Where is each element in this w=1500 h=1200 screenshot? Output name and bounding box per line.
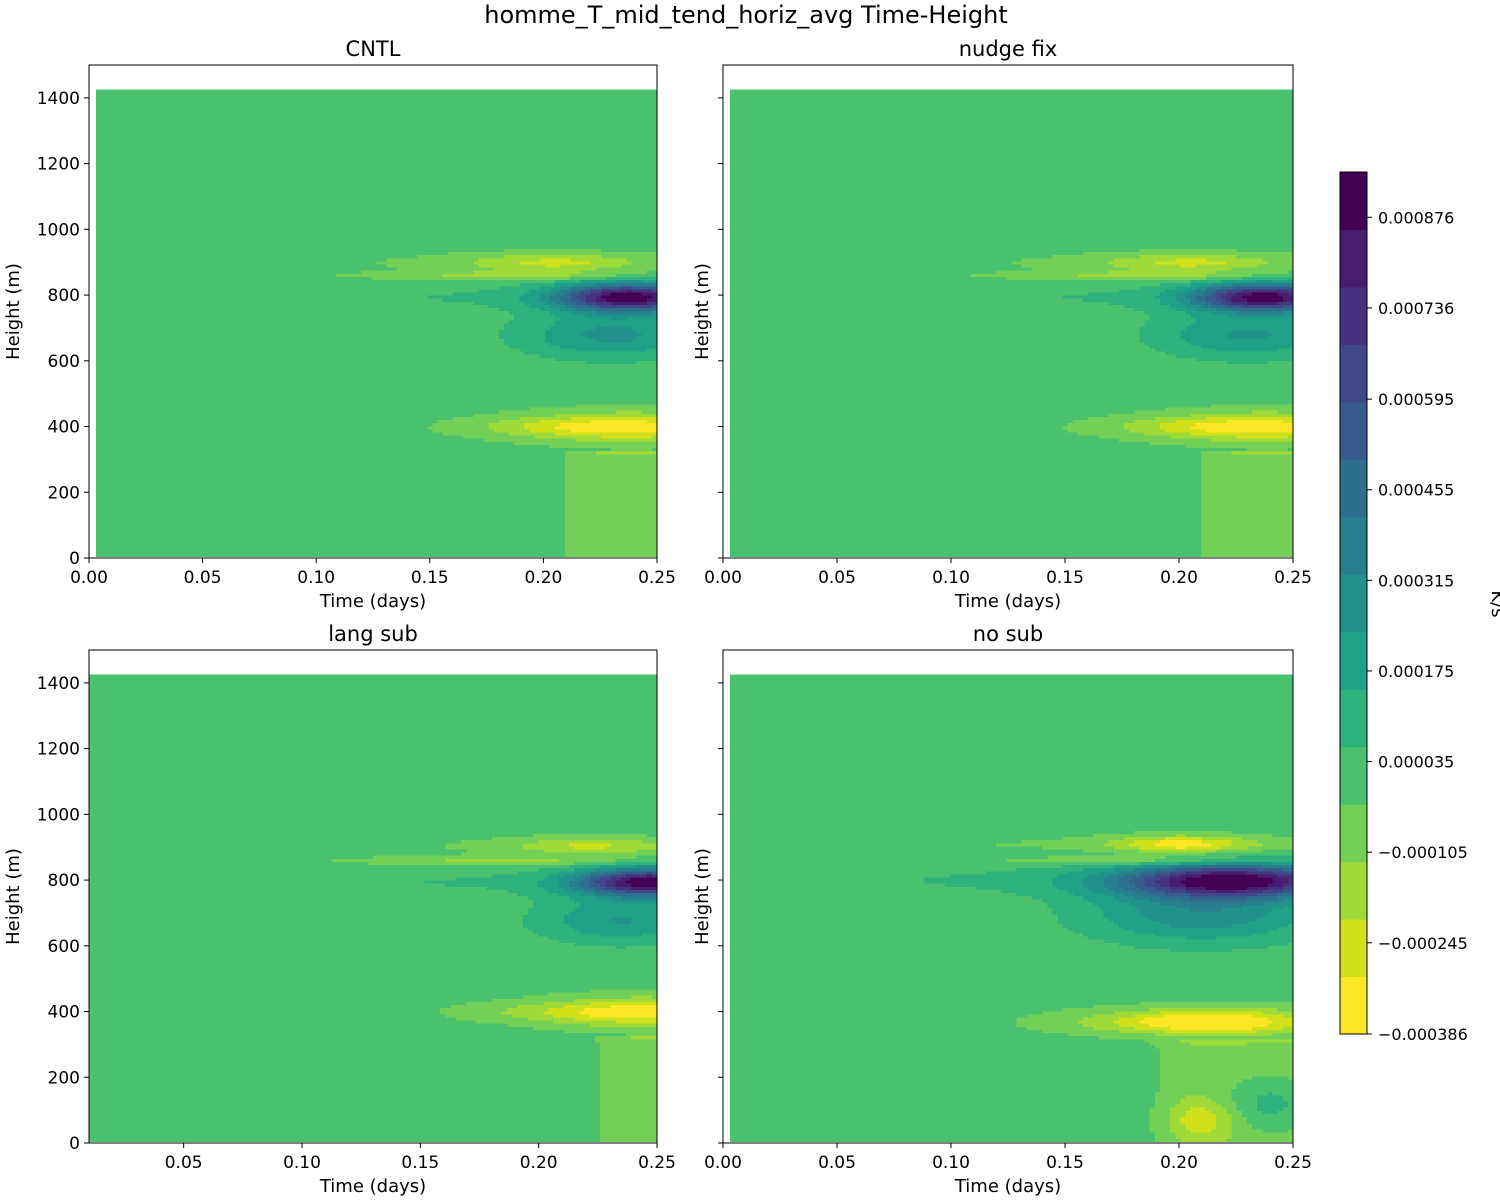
- heatmap-cell: [152, 90, 158, 94]
- heatmap-cell: [96, 90, 102, 94]
- heatmap-cell: [172, 90, 178, 94]
- heatmap-cell: [162, 90, 168, 94]
- heatmap-cell: [137, 90, 143, 94]
- heatmap-cell: [142, 90, 148, 94]
- heatmap-field: [96, 90, 658, 557]
- heatmap-cell: [126, 90, 132, 94]
- heatmap-cell: [167, 90, 173, 94]
- heatmap-cell: [177, 90, 183, 94]
- heatmap-cell: [111, 90, 117, 94]
- heatmap-cell: [198, 90, 204, 94]
- heatmap-cell: [106, 90, 112, 94]
- heatmap-cell: [203, 90, 209, 94]
- heatmap-cell: [132, 90, 138, 94]
- figure-title: homme_T_mid_tend_horiz_avg Time-Height: [484, 1, 1008, 29]
- heatmap-cell: [188, 90, 194, 94]
- heatmap-cell: [147, 90, 153, 94]
- heatmap-cell: [101, 90, 107, 94]
- heatmap-cell: [193, 90, 199, 94]
- heatmap-cell: [157, 90, 163, 94]
- heatmap-cell: [183, 90, 189, 94]
- figure: homme_T_mid_tend_horiz_avg Time-Height C…: [0, 0, 1500, 1200]
- heatmap-cell: [121, 90, 127, 94]
- heatmap-cell: [116, 90, 122, 94]
